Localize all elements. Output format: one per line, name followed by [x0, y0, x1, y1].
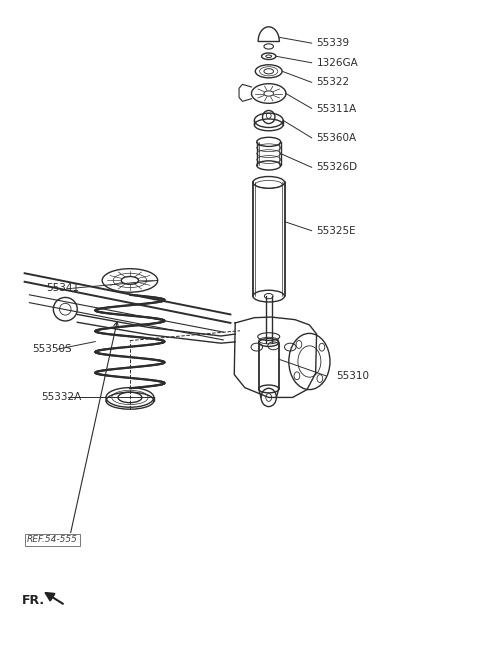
Text: 1326GA: 1326GA: [317, 58, 359, 67]
Text: 55325E: 55325E: [317, 226, 356, 236]
Text: 55339: 55339: [317, 38, 350, 48]
Text: 55310: 55310: [336, 371, 369, 381]
Text: 55311A: 55311A: [317, 103, 357, 113]
Text: 55360A: 55360A: [317, 133, 357, 143]
Text: 55350S: 55350S: [32, 344, 72, 354]
Text: REF.54-555: REF.54-555: [27, 535, 78, 544]
Text: 55332A: 55332A: [41, 392, 82, 402]
Text: 55322: 55322: [317, 77, 350, 87]
Text: 55326D: 55326D: [317, 162, 358, 172]
Text: FR.: FR.: [22, 594, 45, 607]
Text: 55341: 55341: [46, 283, 79, 293]
